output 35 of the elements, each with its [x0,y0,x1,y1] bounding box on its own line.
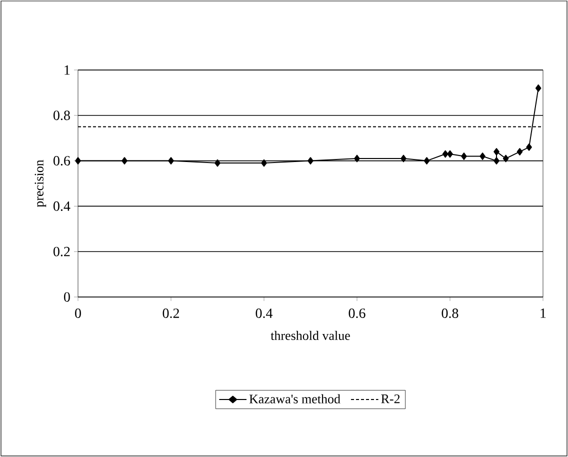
y-tick-label: 0 [64,292,70,302]
point [354,154,360,162]
x-tick-label: 0.8 [442,308,458,318]
x-tick-label: 1 [540,308,546,318]
x-tick-label: 0.2 [162,308,179,318]
point [122,157,128,164]
legend-label: Kazawa's method [249,394,340,404]
point [261,159,267,167]
point [480,152,486,160]
y-tick-label: 0.2 [54,246,70,256]
point [494,157,500,164]
point [516,148,523,156]
y-tick-label: 0.8 [54,110,70,120]
y-tick-label: 0.4 [54,201,70,211]
point [442,150,448,158]
x-tick-label: 0.6 [348,308,366,318]
x-tick-label: 0.4 [256,308,273,318]
y-tick-label: 0.6 [54,156,70,166]
point [214,159,220,167]
point [400,154,406,162]
point [447,150,453,158]
point [424,157,430,164]
point [75,157,81,164]
y-axis-title: precision [34,160,46,208]
x-tick-label: 0 [75,308,81,318]
point [308,157,314,164]
y-tick-label: 1 [64,65,70,75]
point [461,152,467,160]
point [502,154,509,162]
point [168,157,174,164]
legend-label: R-2 [381,394,400,404]
point [494,148,500,156]
point [535,84,542,92]
point [526,143,532,151]
x-axis-title: threshold value [270,330,350,340]
